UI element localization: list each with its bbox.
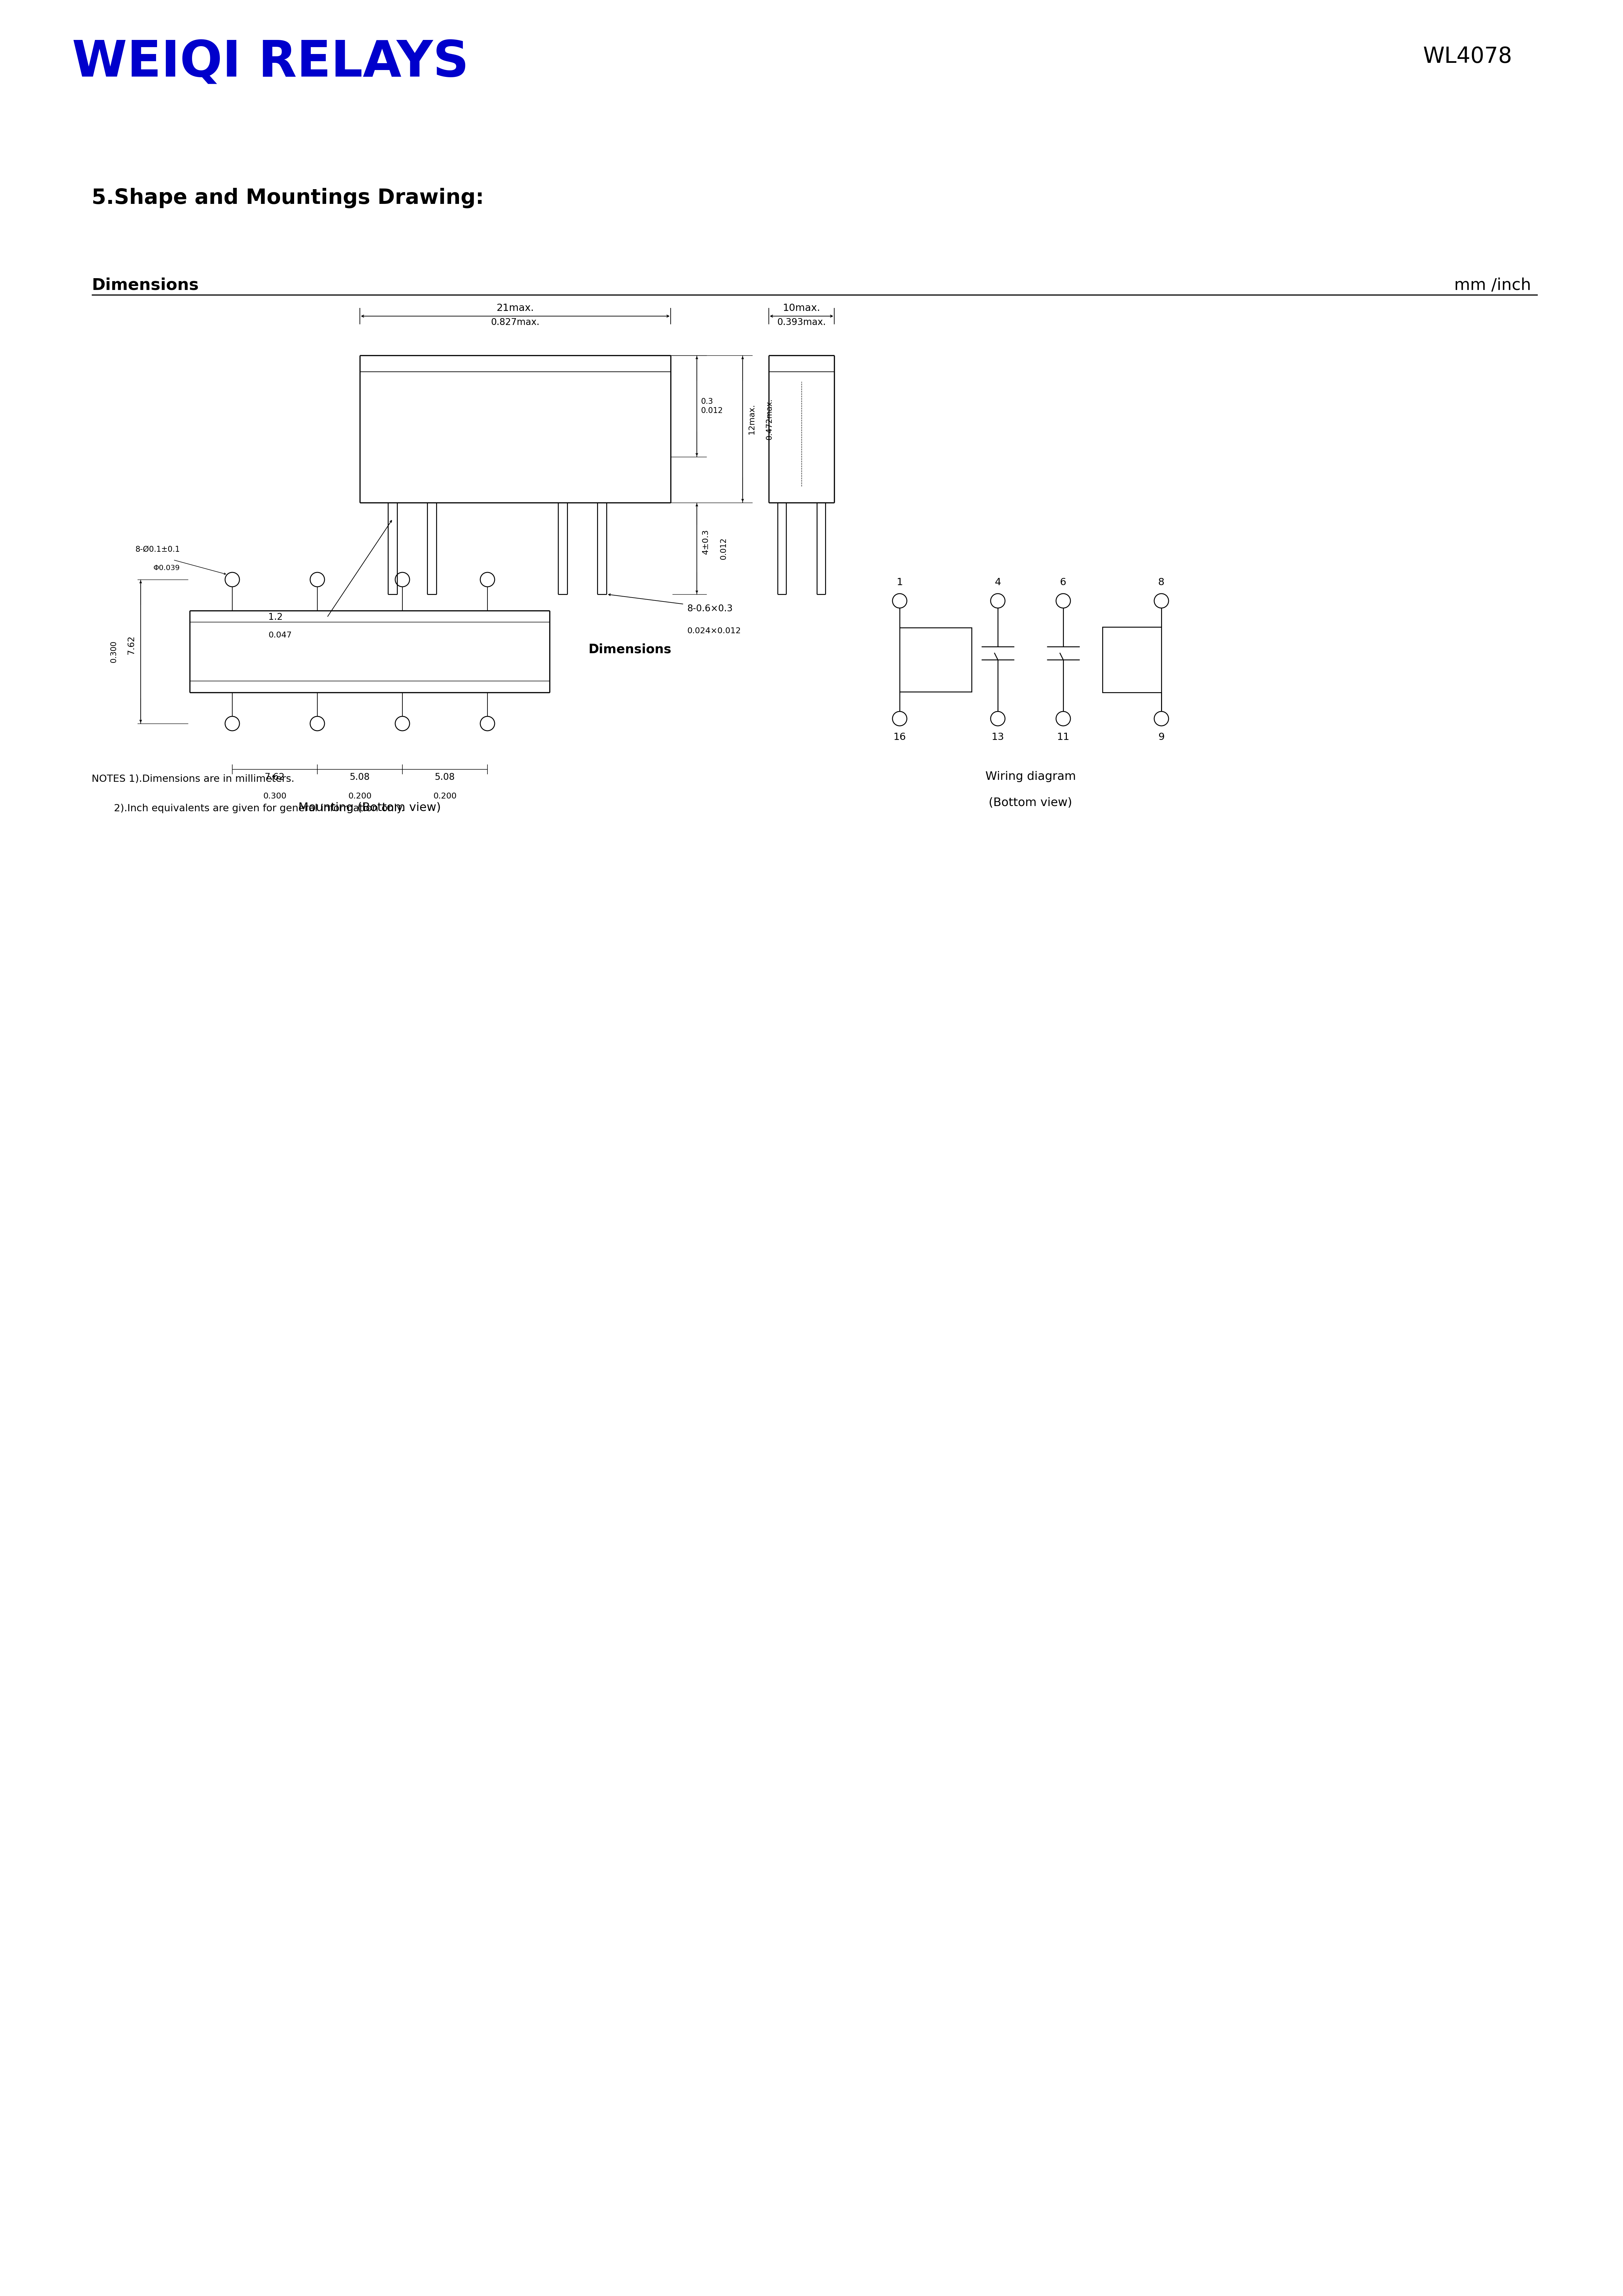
Text: 0.3
0.012: 0.3 0.012 <box>701 397 722 416</box>
Text: 5.08: 5.08 <box>349 774 370 783</box>
Text: 0.200: 0.200 <box>349 792 372 799</box>
Text: 16: 16 <box>893 732 906 742</box>
Text: 7.62: 7.62 <box>265 774 286 783</box>
Text: 13: 13 <box>992 732 1005 742</box>
Text: 4: 4 <box>995 579 1001 588</box>
Text: 12max.: 12max. <box>748 404 755 434</box>
Text: Wiring diagram: Wiring diagram <box>985 771 1076 783</box>
Text: Dimensions: Dimensions <box>588 643 672 657</box>
Text: 0.200: 0.200 <box>433 792 456 799</box>
Text: (Bottom view): (Bottom view) <box>988 797 1073 808</box>
Text: 7.62: 7.62 <box>127 636 136 654</box>
Text: 0.393max.: 0.393max. <box>777 317 826 326</box>
Text: 2).Inch equivalents are given for general information only.: 2).Inch equivalents are given for genera… <box>91 804 404 813</box>
Text: NOTES 1).Dimensions are in millimeters.: NOTES 1).Dimensions are in millimeters. <box>91 774 294 783</box>
Text: 0.012: 0.012 <box>719 537 727 560</box>
Text: WEIQI RELAYS: WEIQI RELAYS <box>71 39 469 87</box>
Text: 1: 1 <box>896 579 902 588</box>
Text: 5.08: 5.08 <box>435 774 454 783</box>
Text: 0.827max.: 0.827max. <box>490 317 539 326</box>
Bar <box>899 627 972 691</box>
Text: WL4078: WL4078 <box>1423 46 1513 67</box>
Text: mm /inch: mm /inch <box>1454 278 1530 294</box>
Text: 1.2: 1.2 <box>268 613 282 622</box>
Text: 11: 11 <box>1057 732 1070 742</box>
Text: 8: 8 <box>1159 579 1165 588</box>
Text: 0.047: 0.047 <box>268 631 292 638</box>
Text: 10max.: 10max. <box>782 303 820 312</box>
Text: Φ0.039: Φ0.039 <box>153 565 180 572</box>
Text: Dimensions: Dimensions <box>91 278 198 294</box>
Text: 0.300: 0.300 <box>263 792 287 799</box>
Bar <box>1102 627 1162 693</box>
Text: 0.472max.: 0.472max. <box>766 400 774 441</box>
Text: 0.024×0.012: 0.024×0.012 <box>687 627 740 636</box>
Text: 5.Shape and Mountings Drawing:: 5.Shape and Mountings Drawing: <box>91 188 484 209</box>
Text: 6: 6 <box>1060 579 1066 588</box>
Text: 9: 9 <box>1159 732 1165 742</box>
Text: 4±0.3: 4±0.3 <box>701 530 709 553</box>
Text: Mounting (Bottom view): Mounting (Bottom view) <box>299 801 441 813</box>
Text: 8-Ø0.1±0.1: 8-Ø0.1±0.1 <box>135 546 180 553</box>
Text: 8-0.6×0.3: 8-0.6×0.3 <box>687 604 732 613</box>
Text: 0.300: 0.300 <box>110 641 118 664</box>
Text: 21max.: 21max. <box>497 303 534 312</box>
